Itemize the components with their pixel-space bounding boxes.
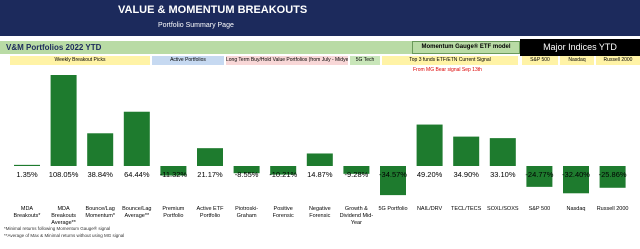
bar (343, 166, 370, 174)
category-label: Russell 2000 (596, 206, 629, 212)
bar (306, 153, 333, 166)
value-label: -34.57% (379, 170, 407, 179)
value-label: -9.28% (345, 170, 369, 179)
title: VALUE & MOMENTUM BREAKOUTS (118, 4, 308, 16)
category-label: Nasdaq (566, 206, 586, 212)
bar (270, 166, 297, 175)
band-title: V&M Portfolios 2022 YTD (6, 43, 102, 52)
category-label: NAIL/DRV (416, 206, 443, 212)
category-label: Premium Portfolio (162, 206, 185, 219)
value-label: 49.20% (417, 170, 443, 179)
category-label: MDA Breakouts* (13, 206, 41, 219)
bar (526, 166, 553, 187)
value-label: 1.35% (16, 170, 38, 179)
bar (599, 166, 626, 188)
value-label: -8.55% (235, 170, 259, 179)
bar (416, 124, 443, 166)
section-header: 5G Tech (350, 56, 380, 65)
value-label: 34.90% (453, 170, 479, 179)
category-label: Growth & Dividend Mid-Year (339, 206, 374, 226)
category-label: MDA Breakouts Average** (51, 206, 76, 226)
bar (489, 138, 516, 166)
category-label: S&P 500 (528, 206, 551, 212)
bar (563, 166, 589, 194)
indices-label: Major Indices YTD (520, 39, 640, 56)
section-header: Active Portfolios (152, 56, 224, 65)
category-label: 5G Portfolio (378, 206, 408, 212)
category-label: SOXL/SOXS (487, 206, 519, 212)
category-label: Piotroski-Graham (235, 206, 259, 219)
value-label: -25.86% (599, 170, 627, 179)
bar (380, 166, 406, 196)
value-label: 108.05% (49, 170, 79, 179)
section-header: S&P 500 (522, 56, 558, 65)
value-label: 33.10% (490, 170, 516, 179)
section-header: Top 3 funds ETF/ETN Current Signal (382, 56, 518, 65)
bar (160, 166, 187, 176)
header-band (0, 0, 640, 36)
footnote: **Average of Max & Minimal returns witho… (4, 233, 125, 238)
bar (233, 166, 260, 174)
bar (123, 111, 150, 166)
subtitle: Portfolio Summary Page (158, 22, 234, 29)
category-label: Bounce/Lag Momentum* (85, 206, 116, 219)
section-header: Russell 2000 (596, 56, 640, 65)
section-header: Nasdaq (560, 56, 594, 65)
category-label: TECL/TECS (451, 206, 482, 212)
category-label: Positive Forensic (272, 206, 294, 219)
bar (14, 164, 40, 166)
value-label: 64.44% (124, 170, 150, 179)
bar (453, 136, 480, 166)
bar (50, 75, 77, 166)
model-label: Momentum Gauge® ETF model (412, 41, 520, 54)
note: From MG Bear signal Sep 13th (413, 67, 482, 73)
portfolio-band (0, 41, 520, 54)
value-label: 21.17% (197, 170, 223, 179)
value-label: -10.21% (269, 170, 297, 179)
value-label: -24.77% (525, 170, 553, 179)
section-header: Weekly Breakout Picks (10, 56, 150, 65)
footnote: *Minimal returns following Momentum Gaug… (4, 226, 111, 231)
bar (197, 148, 223, 166)
value-label: -11.32% (160, 170, 188, 179)
category-label: Bounce/Lag Average** (122, 206, 152, 219)
value-label: -32.40% (562, 170, 590, 179)
bar (87, 133, 114, 166)
category-label: Active ETF Portfolio (196, 206, 224, 219)
value-label: 14.87% (307, 170, 333, 179)
category-label: Negative Forensic (308, 206, 331, 219)
section-header: Long Term Buy/Hold Value Portfolios (fro… (226, 56, 348, 65)
value-label: 38.84% (87, 170, 113, 179)
